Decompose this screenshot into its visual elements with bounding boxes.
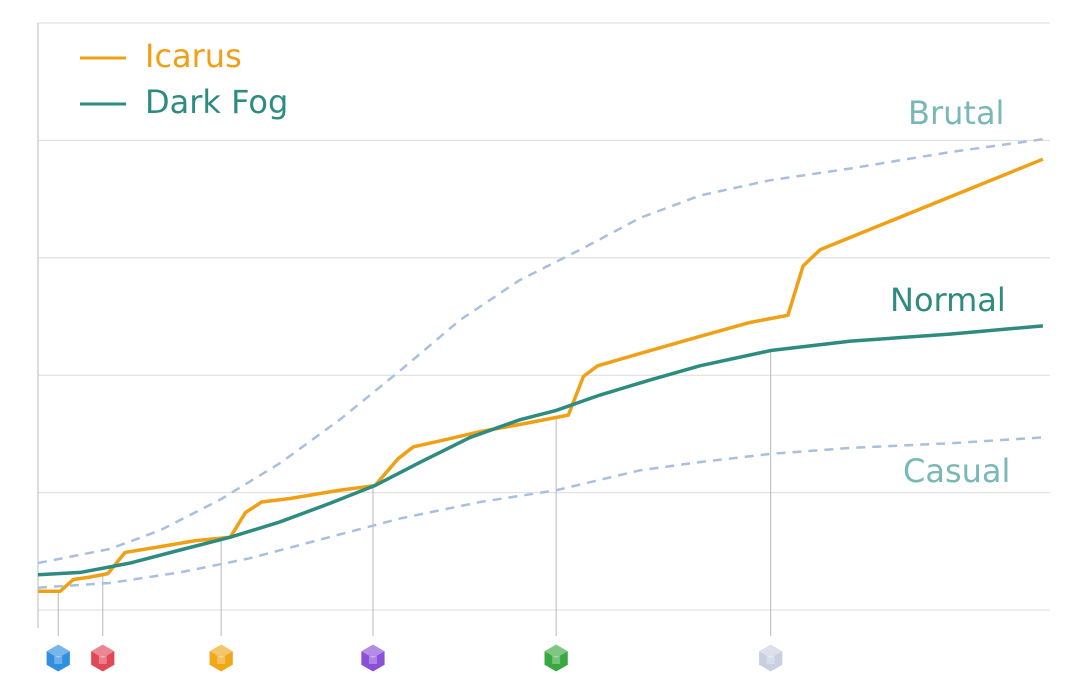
legend-label: Icarus [145,37,242,75]
gem-facet [90,644,115,658]
gem-core [552,656,561,664]
series-line [38,157,1044,593]
gem-icon [208,643,234,673]
gem-core [217,656,226,664]
gem-icon [360,643,386,673]
gem-icon [543,643,569,673]
gem-icon [90,643,116,673]
curve-label: Casual [903,452,1010,490]
gem-core [368,656,377,664]
gem-icon [758,643,784,673]
gem-icon [45,643,71,673]
gem-facet [543,644,569,658]
gem-facet [360,644,386,658]
series-line [37,324,1044,577]
legend-label: Dark Fog [145,83,288,121]
gem-facet [758,644,783,658]
gem-facet [46,644,71,658]
reference-curve [37,436,1043,589]
annotation: Normal [890,281,1006,319]
gem-core [98,656,107,664]
reference-curve [37,137,1044,565]
curve-label: Brutal [908,94,1004,132]
gem-core [766,656,775,664]
gem-facet [208,644,234,658]
gem-core [54,656,63,664]
